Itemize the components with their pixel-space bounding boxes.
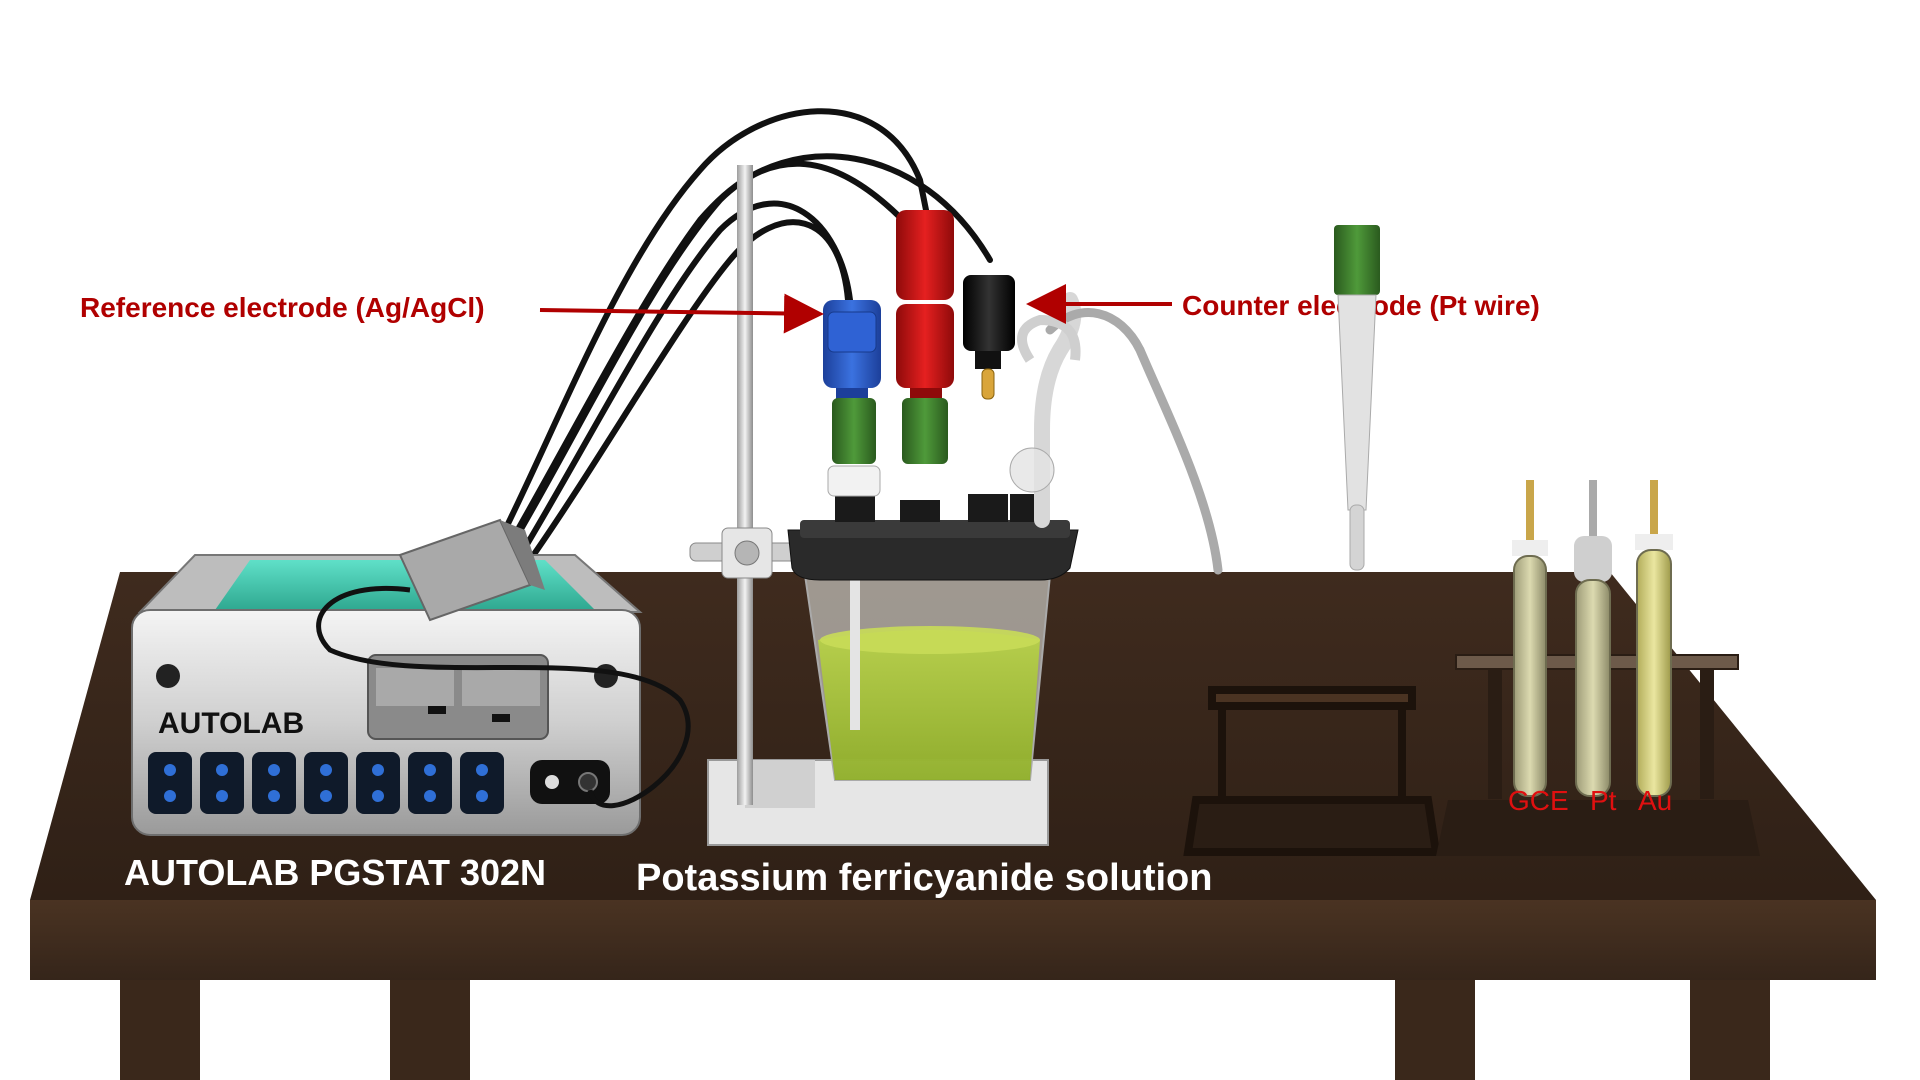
working-electrode-plug-lower [896,304,954,388]
power-cable [316,586,691,809]
rack-label-gce: GCE [1508,785,1569,816]
gas-hose [1045,308,1223,575]
instrument-connectors [148,752,504,814]
reference-electrode-arrow [539,293,824,334]
counter-electrode-plug [963,275,1015,351]
table-front-edge [30,900,1876,980]
table-leg-front-left [120,980,200,1080]
spare-electrode [1334,225,1380,571]
solution [818,630,1040,780]
rack-label-au: Au [1638,785,1672,816]
mount-hole-left [156,664,180,688]
instrument-display-left [376,668,454,706]
annotations: Reference electrode (Ag/AgCl) Counter el… [80,284,1540,334]
reference-electrode-body [832,398,876,464]
table-leg-back-left [390,980,470,1080]
instrument-slot-right [492,714,510,722]
autolab-instrument: AUTOLAB [131,518,691,836]
cell-caption: Potassium ferricyanide solution [636,857,1212,899]
gce-tube [1512,480,1548,797]
electrode-rack: GCE Pt Au [1436,480,1760,856]
mount-hole-right [594,664,618,688]
electrode-plugs [823,210,1015,464]
au-tube [1635,480,1673,797]
table-leg-back-right [1395,980,1475,1080]
stand-rod [737,165,753,805]
electrode-cables [497,108,993,563]
counter-electrode-pin [981,368,995,400]
working-electrode-plug-upper [896,210,954,300]
working-electrode-body [902,398,948,464]
table-leg-front-right [1690,980,1770,1080]
instrument-brand: AUTOLAB [158,707,304,740]
instrument-display-right [462,668,540,706]
rack-label-pt: Pt [1590,785,1617,816]
empty-electrode-stand [1183,686,1441,856]
cable-junction-box [398,518,545,622]
instrument-slot-left [428,706,446,714]
electrochemical-cell [787,292,1223,781]
reference-electrode-label: Reference electrode (Ag/AgCl) [80,292,485,323]
instrument-caption: AUTOLAB PGSTAT 302N [124,852,546,893]
cell-lid [787,529,1079,581]
pt-tube [1574,480,1612,797]
